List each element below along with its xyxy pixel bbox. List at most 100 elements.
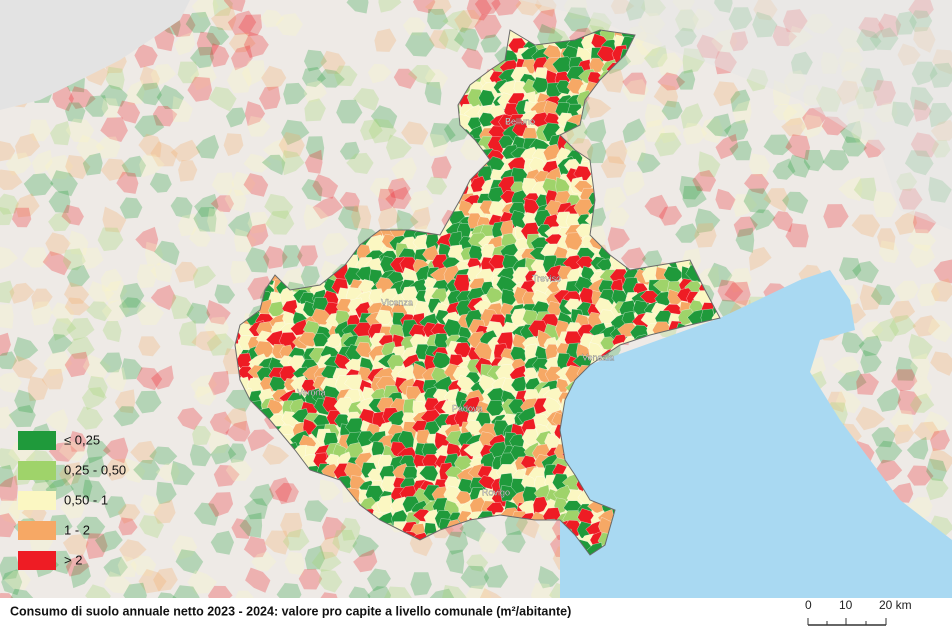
municipality: [195, 134, 219, 159]
legend-label: > 2: [64, 552, 82, 567]
municipality: [724, 119, 749, 142]
municipality: [100, 117, 128, 142]
municipality: [353, 549, 378, 573]
municipality: [749, 247, 772, 271]
municipality: [429, 588, 455, 598]
municipality: [419, 465, 439, 482]
municipality: [907, 465, 934, 486]
municipality: [837, 370, 867, 391]
municipality: [732, 194, 758, 218]
municipality: [76, 516, 106, 539]
municipality: [52, 85, 74, 112]
municipality: [715, 188, 736, 211]
municipality: [644, 45, 668, 69]
municipality: [479, 588, 502, 598]
municipality: [94, 530, 123, 553]
municipality: [243, 536, 267, 558]
municipality: [349, 475, 368, 492]
municipality: [318, 569, 343, 593]
municipality: [783, 103, 808, 126]
municipality: [44, 154, 74, 179]
municipality: [81, 387, 107, 410]
municipality: [405, 32, 435, 57]
municipality: [104, 571, 132, 594]
municipality: [749, 209, 776, 231]
legend-swatch: [18, 461, 56, 480]
municipality: [914, 374, 933, 400]
municipality: [348, 586, 371, 598]
municipality: [104, 496, 127, 519]
municipality: [117, 555, 137, 577]
municipality: [156, 84, 185, 109]
municipality: [249, 483, 274, 507]
municipality: [61, 204, 84, 226]
municipality: [193, 207, 217, 232]
municipality: [247, 116, 271, 137]
municipality: [190, 46, 214, 69]
municipality: [839, 257, 862, 281]
municipality: [733, 216, 758, 238]
municipality: [3, 570, 31, 590]
municipality: [384, 586, 412, 598]
municipality: [474, 14, 502, 40]
municipality: [68, 86, 96, 109]
municipality: [0, 280, 15, 304]
municipality: [31, 301, 53, 326]
municipality: [302, 67, 326, 88]
municipality: [101, 98, 120, 119]
municipality: [442, 585, 467, 598]
municipality: [224, 189, 247, 212]
municipality: [97, 227, 124, 252]
municipality: [336, 99, 363, 124]
municipality: [261, 65, 287, 92]
municipality: [171, 294, 194, 320]
municipality: [261, 154, 286, 176]
municipality: [931, 278, 952, 302]
municipality: [170, 139, 201, 162]
municipality: [225, 107, 246, 128]
municipality: [0, 475, 18, 501]
municipality: [0, 448, 21, 470]
municipality: [175, 549, 204, 574]
municipality: [48, 190, 71, 213]
municipality: [194, 193, 219, 217]
legend-swatch: [18, 551, 56, 570]
municipality: [858, 335, 882, 357]
municipality: [483, 564, 509, 588]
municipality: [906, 436, 929, 460]
municipality: [65, 554, 90, 577]
municipality: [875, 440, 903, 464]
municipality: [208, 371, 230, 396]
municipality: [214, 284, 236, 304]
municipality: [103, 437, 129, 464]
legend-label: ≤ 0,25: [64, 432, 100, 447]
municipality: [926, 458, 947, 482]
municipality: [86, 301, 112, 322]
municipality: [0, 206, 13, 226]
municipality: [658, 125, 682, 144]
municipality: [70, 474, 93, 499]
municipality: [827, 391, 846, 413]
municipality: [81, 247, 104, 270]
municipality: [838, 176, 863, 201]
municipality: [823, 204, 849, 229]
municipality: [45, 232, 71, 257]
municipality: [301, 179, 323, 202]
municipality: [31, 288, 53, 310]
caption: Consumo di suolo annuale netto 2023 - 20…: [10, 604, 571, 618]
municipality: [801, 114, 825, 139]
municipality: [466, 0, 492, 21]
municipality: [206, 333, 235, 356]
municipality: [410, 572, 432, 596]
municipality: [803, 150, 825, 172]
municipality: [772, 104, 798, 121]
municipality: [152, 105, 178, 127]
municipality: [876, 387, 901, 412]
municipality: [283, 82, 308, 105]
municipality: [185, 11, 211, 33]
municipality: [154, 240, 180, 266]
municipality: [456, 375, 476, 392]
municipality: [907, 229, 936, 252]
municipality: [930, 351, 952, 376]
municipality: [99, 352, 123, 373]
